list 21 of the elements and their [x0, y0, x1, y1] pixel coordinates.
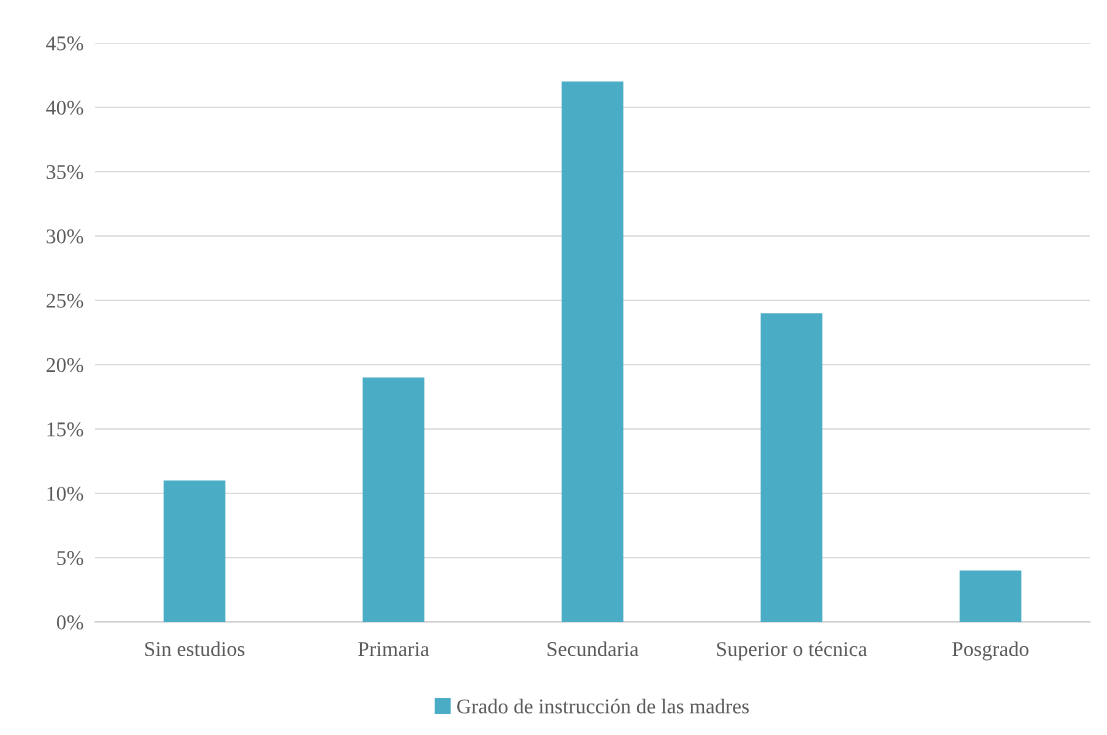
bar: [959, 570, 1022, 622]
x-tick-label: Secundaria: [547, 641, 639, 657]
y-tick-label: 40%: [46, 100, 84, 115]
y-tick-label: 10%: [47, 486, 84, 501]
bar: [362, 377, 425, 622]
legend-label: Grado de instrucción de las madres: [457, 698, 749, 714]
y-tick-label: 0%: [56, 615, 84, 630]
x-tick-label: Superior o técnica: [717, 641, 867, 661]
bar: [760, 313, 823, 622]
y-tick-label: 45%: [46, 36, 84, 51]
x-tick-label: Primaria: [358, 642, 430, 657]
y-tick-label: 25%: [46, 293, 84, 308]
y-tick-label: 20%: [46, 358, 84, 373]
y-tick-label: 15%: [47, 422, 84, 437]
x-tick-label: Posgrado: [952, 641, 1029, 661]
bar: [561, 81, 624, 622]
bar: [163, 480, 226, 622]
y-tick-label: 30%: [46, 229, 84, 244]
x-tick-label: Sin estudios: [145, 641, 245, 657]
y-tick-label: 35%: [46, 165, 84, 180]
y-tick-label: 5%: [57, 551, 84, 566]
